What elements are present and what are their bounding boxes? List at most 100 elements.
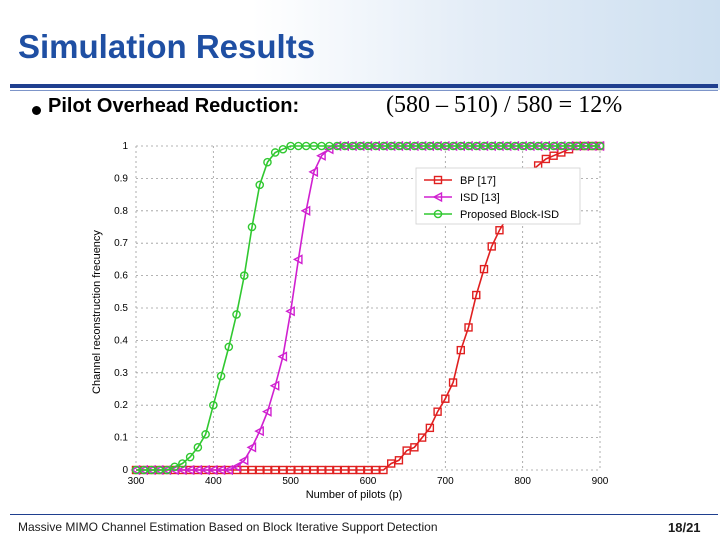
data-point-triangle (269, 380, 280, 391)
data-point-square (301, 465, 311, 475)
y-tick-label: 0.7 (114, 238, 128, 249)
page-number: 18/21 (668, 520, 701, 535)
data-point-square (356, 465, 365, 475)
y-tick-label: 0.1 (114, 433, 128, 444)
data-point-circle (224, 342, 234, 352)
data-point-circle (232, 310, 241, 319)
data-point-square (348, 465, 357, 475)
data-point-triangle (231, 461, 241, 472)
title-divider-thin (10, 90, 718, 91)
x-axis-label: Number of pilots (p) (306, 489, 403, 501)
y-tick-label: 0.5 (114, 303, 128, 314)
y-tick-label: 0.2 (114, 400, 128, 411)
footer-caption: Massive MIMO Channel Estimation Based on… (18, 520, 438, 534)
data-point-square (495, 226, 504, 235)
data-point-square (410, 443, 419, 452)
y-tick-label: 0.3 (114, 368, 128, 379)
data-point-square (456, 345, 465, 355)
data-point-square (402, 446, 411, 455)
data-point-circle (595, 141, 605, 151)
data-point-circle (263, 157, 272, 167)
data-point-square (433, 175, 443, 185)
legend-label: BP [17] (460, 175, 496, 187)
reconstruction-chart: 300 400 500 600 700 800 900 0 0.1 0.2 0.3 0.4 0.5 0.6… (91, 140, 609, 501)
footer-divider (10, 514, 718, 515)
y-tick-label: 0.8 (114, 206, 128, 217)
data-point-circle (178, 459, 187, 468)
data-point-triangle (285, 306, 295, 317)
data-point-square (240, 465, 249, 475)
y-axis-label: Channel reconstruction frecuency (91, 230, 103, 394)
data-point-circle (278, 144, 288, 154)
y-tick-label: 0.6 (114, 271, 128, 282)
data-point-triangle (432, 191, 443, 203)
x-tick-label: 600 (360, 476, 377, 487)
data-point-square (487, 242, 496, 251)
data-point-square (278, 465, 288, 475)
data-point-square (270, 465, 280, 475)
data-point-circle (209, 400, 218, 410)
data-point-triangle (277, 351, 288, 362)
x-tick-label: 400 (205, 476, 222, 487)
x-tick-label: 700 (437, 476, 454, 487)
data-point-square (464, 323, 473, 332)
data-point-circle (216, 371, 226, 381)
data-point-square (379, 465, 388, 475)
data-point-circle (170, 462, 179, 472)
y-tick-label: 1 (122, 141, 128, 152)
y-tick-label: 0.4 (114, 335, 128, 346)
data-point-circle (239, 271, 249, 280)
y-tick-label: 0.9 (114, 173, 128, 184)
data-point-triangle (254, 425, 264, 437)
y-tick-label: 0 (122, 465, 128, 476)
data-point-square (394, 456, 404, 465)
data-point-square (387, 459, 396, 468)
data-point-square (332, 465, 342, 475)
data-point-triangle (238, 455, 249, 466)
data-point-circle (433, 209, 443, 219)
data-point-triangle (308, 166, 319, 178)
bullet-text: Pilot Overhead Reduction: (48, 95, 300, 117)
data-point-triangle (316, 150, 326, 161)
data-point-triangle (246, 442, 257, 453)
data-point-square (425, 423, 435, 433)
data-point-circle (270, 148, 280, 157)
data-point-circle (247, 222, 257, 232)
data-point-square (309, 465, 319, 475)
data-point-square (286, 465, 295, 475)
data-point-square (317, 465, 326, 475)
x-tick-label: 300 (128, 476, 145, 487)
slide-title: Simulation Results (18, 28, 316, 65)
data-point-square (340, 465, 349, 475)
data-point-square (247, 465, 257, 475)
data-point-square (433, 407, 442, 416)
legend-label: ISD [13] (460, 192, 500, 204)
data-point-square (255, 465, 264, 475)
data-point-square (325, 465, 334, 475)
data-point-circle (162, 465, 172, 475)
header-background (0, 0, 720, 90)
bullet-dot-icon (32, 106, 41, 115)
data-point-circle (201, 430, 210, 439)
x-tick-label: 900 (592, 476, 609, 487)
overhead-formula: (580 – 510) / 580 = 12% (386, 92, 623, 118)
data-point-triangle (261, 406, 272, 417)
series-line (136, 145, 600, 471)
data-point-square (479, 264, 489, 274)
data-point-square (263, 465, 272, 475)
legend-label: Proposed Block-ISD (460, 209, 559, 221)
data-point-circle (185, 452, 195, 462)
data-point-square (371, 465, 380, 475)
data-point-circle (193, 443, 203, 452)
data-point-square (417, 433, 427, 442)
data-point-square (294, 465, 303, 475)
data-point-triangle (323, 144, 334, 155)
data-point-square (472, 290, 481, 300)
data-point-square (541, 154, 551, 164)
data-point-triangle (300, 205, 311, 216)
data-point-square (441, 394, 450, 403)
data-point-square (549, 151, 558, 160)
x-tick-label: 800 (514, 476, 531, 487)
data-point-circle (255, 180, 265, 190)
x-tick-label: 500 (282, 476, 299, 487)
